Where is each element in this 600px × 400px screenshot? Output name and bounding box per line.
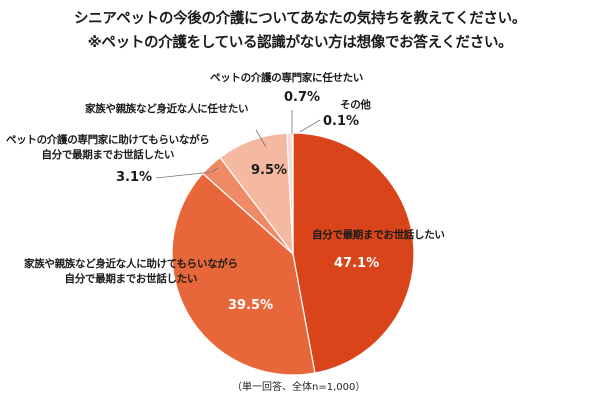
- slice-label-s2-line1: 家族や親族など身近な人に助けてもらいながら: [24, 258, 238, 270]
- slice-value-s6: 0.1%: [323, 114, 360, 129]
- chart-subtitle: ※ペットの介護をしている認識がない方は想像でお答えください。: [87, 35, 513, 51]
- slice-value-s4: 9.5%: [251, 163, 288, 178]
- slice-label-s2-line2: 自分で最期までお世話したい: [64, 273, 198, 285]
- slice-value-s1: 47.1%: [334, 256, 380, 271]
- pie-slice-6: [291, 132, 294, 255]
- slice-value-s5: 0.7%: [284, 90, 321, 105]
- pie-slices: [171, 132, 415, 376]
- slice-label-s4: 家族や親族など身近な人に任せたい: [85, 103, 249, 115]
- slice-label-s5: ペットの介護の専門家に任せたい: [210, 72, 363, 84]
- slice-value-s2: 39.5%: [228, 298, 274, 313]
- leader-line-s6: [299, 119, 321, 133]
- pie-slice-1: [292, 132, 415, 374]
- slice-label-s3-line1: ペットの介護の専門家に助けてもらいながら: [6, 134, 210, 146]
- sample-note: （単一回答、全体n=1,000）: [232, 382, 366, 393]
- chart-title: シニアペットの今後の介護についてあなたの気持ちを教えてください。: [73, 11, 527, 27]
- slice-label-s3-line2: 自分で最期までお世話したい: [41, 149, 175, 161]
- slice-value-s3: 3.1%: [116, 170, 153, 185]
- leader-line-s3: [155, 167, 219, 179]
- leader-lines: [155, 110, 321, 179]
- slice-label-s2: 家族や親族など身近な人に助けてもらいながら 自分で最期までお世話したい: [24, 257, 238, 287]
- leader-line-s4: [255, 129, 267, 148]
- pie-slice-2: [171, 172, 316, 376]
- slice-label-s3: ペットの介護の専門家に助けてもらいながら 自分で最期までお世話したい: [6, 133, 210, 163]
- slice-label-s1: 自分で最期までお世話したい: [312, 229, 445, 241]
- slice-label-s6: その他: [340, 99, 371, 111]
